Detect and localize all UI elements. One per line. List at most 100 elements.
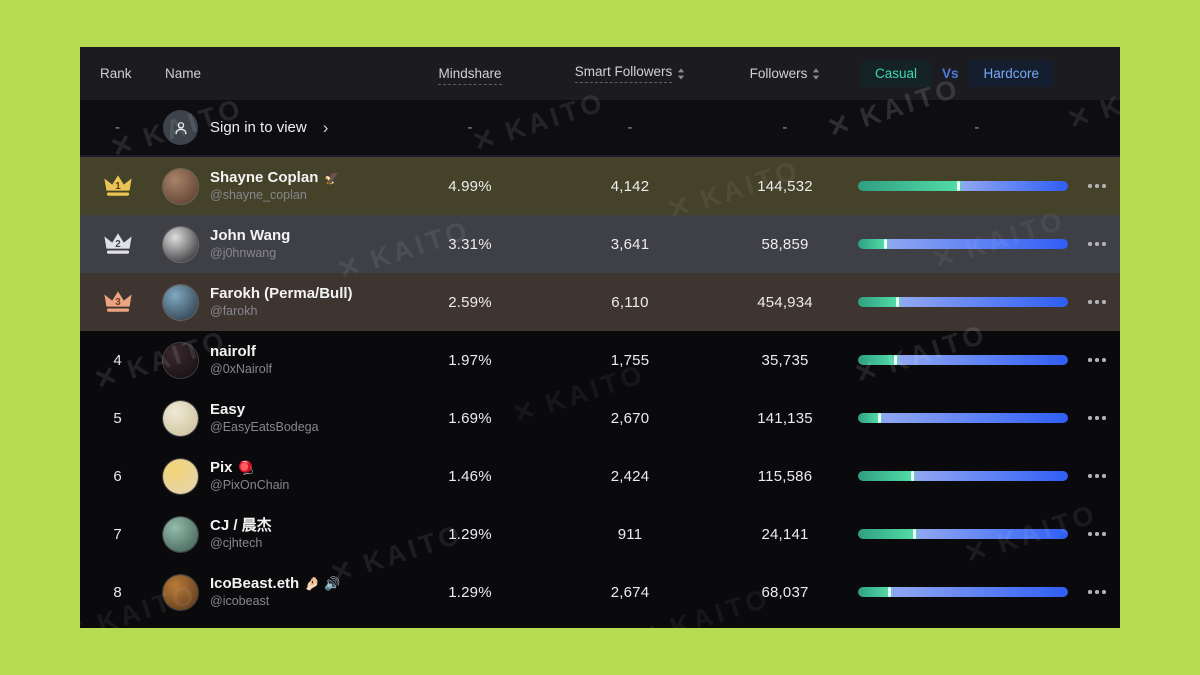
name-cell: John Wang @j0hnwang <box>155 226 400 262</box>
sort-icon[interactable] <box>677 68 685 80</box>
header-followers[interactable]: Followers <box>749 66 808 81</box>
row-menu-button[interactable] <box>1064 358 1120 362</box>
row-menu-button[interactable] <box>1064 416 1120 420</box>
svg-text:1: 1 <box>115 181 121 192</box>
followers-value: 141,135 <box>757 409 813 427</box>
row-menu-button[interactable] <box>1064 242 1120 246</box>
person-icon <box>174 121 187 134</box>
avatar[interactable] <box>163 342 198 378</box>
dot-icon <box>1088 242 1092 246</box>
header-mindshare[interactable]: Mindshare <box>438 66 502 85</box>
signin-bar-dash: - <box>974 119 980 136</box>
row-menu-button[interactable] <box>1064 532 1120 536</box>
casual-vs-hardcore-bar <box>850 587 1068 597</box>
rank-cell: 8 <box>80 584 155 601</box>
table-row[interactable]: 3 Farokh (Perma/Bull) @farokh 2.59% 6,11… <box>80 273 1120 331</box>
dot-icon <box>1102 532 1106 536</box>
signin-mindshare-dash: - <box>467 119 473 136</box>
rank-cell: 7 <box>80 526 155 543</box>
casual-vs-hardcore-bar <box>850 413 1068 423</box>
rank-number: 5 <box>113 409 122 427</box>
smart-followers-value: 2,670 <box>610 409 650 427</box>
display-name: Shayne Coplan 🦅 <box>210 168 340 186</box>
table-row[interactable]: 7 CJ / 晨杰 @cjhtech 1.29% 911 24,141 <box>80 505 1120 563</box>
header-name: Name <box>165 66 202 81</box>
rank-number: 8 <box>113 583 122 601</box>
table-body: 1 Shayne Coplan 🦅 @shayne_coplan 4.99% 4,… <box>80 157 1120 621</box>
display-name: John Wang <box>210 226 291 244</box>
signin-label[interactable]: Sign in to view <box>210 119 307 136</box>
dot-icon <box>1102 416 1106 420</box>
dot-icon <box>1088 300 1092 304</box>
dot-icon <box>1102 358 1106 362</box>
handle: @icobeast <box>210 594 270 609</box>
rank-number: 7 <box>113 525 122 543</box>
table-row[interactable]: 8 IcoBeast.eth 🤌🏻 🔊 @icobeast 1.29% 2,674… <box>80 563 1120 621</box>
smart-followers-value: 4,142 <box>610 177 650 195</box>
display-name: CJ / 晨杰 <box>210 516 272 534</box>
dot-icon <box>1095 474 1099 478</box>
casual-filter-button[interactable]: Casual <box>859 60 932 87</box>
name-cell: IcoBeast.eth 🤌🏻 🔊 @icobeast <box>155 574 400 610</box>
row-menu-button[interactable] <box>1064 300 1120 304</box>
avatar[interactable] <box>163 458 198 494</box>
smart-followers-value: 1,755 <box>610 351 650 369</box>
dot-icon <box>1095 358 1099 362</box>
row-menu-button[interactable] <box>1064 184 1120 188</box>
smart-followers-value: 3,641 <box>610 235 650 253</box>
avatar[interactable] <box>163 400 198 436</box>
table-row[interactable]: 4 nairolf @0xNairolf 1.97% 1,755 35,735 <box>80 331 1120 389</box>
display-name: Pix 🪀 <box>210 458 254 476</box>
handle: @cjhtech <box>210 536 263 551</box>
name-emoji: 🤌🏻 🔊 <box>304 575 341 591</box>
table-row[interactable]: 1 Shayne Coplan 🦅 @shayne_coplan 4.99% 4,… <box>80 157 1120 215</box>
name-emoji: 🪀 <box>237 459 254 475</box>
name-cell: Pix 🪀 @PixOnChain <box>155 458 400 494</box>
casual-vs-hardcore-bar <box>850 297 1068 307</box>
name-cell: Farokh (Perma/Bull) @farokh <box>155 284 400 320</box>
dot-icon <box>1088 184 1092 188</box>
signin-rank-dash: - <box>115 119 120 136</box>
dot-icon <box>1088 416 1092 420</box>
signin-user-icon[interactable] <box>163 110 198 145</box>
avatar[interactable] <box>163 168 198 204</box>
row-menu-button[interactable] <box>1064 474 1120 478</box>
crown-rank-3-icon: 3 <box>103 291 132 312</box>
mindshare-value: 1.97% <box>448 351 492 369</box>
bar-split-marker <box>888 587 891 597</box>
followers-value: 454,934 <box>757 293 813 311</box>
name-cell: Shayne Coplan 🦅 @shayne_coplan <box>155 168 400 204</box>
signin-row[interactable]: - Sign in to view › - - - - <box>80 100 1120 157</box>
avatar[interactable] <box>163 516 198 552</box>
dot-icon <box>1088 358 1092 362</box>
table-row[interactable]: 2 John Wang @j0hnwang 3.31% 3,641 58,859 <box>80 215 1120 273</box>
avatar[interactable] <box>163 226 198 262</box>
mindshare-value: 2.59% <box>448 293 492 311</box>
name-cell: Easy @EasyEatsBodega <box>155 400 400 436</box>
display-name: IcoBeast.eth 🤌🏻 🔊 <box>210 574 341 592</box>
mindshare-value: 1.46% <box>448 467 492 485</box>
header-rank: Rank <box>100 66 132 81</box>
table-row[interactable]: 6 Pix 🪀 @PixOnChain 1.46% 2,424 115,586 <box>80 447 1120 505</box>
bar-split-marker <box>894 355 898 365</box>
sort-icon[interactable] <box>812 68 820 80</box>
hardcore-filter-button[interactable]: Hardcore <box>968 60 1055 87</box>
row-menu-button[interactable] <box>1064 590 1120 594</box>
table-row[interactable]: 5 Easy @EasyEatsBodega 1.69% 2,670 141,1… <box>80 389 1120 447</box>
avatar[interactable] <box>163 574 198 610</box>
leaderboard-panel: Rank Name Mindshare Smart Followers Foll… <box>80 47 1120 628</box>
avatar[interactable] <box>163 284 198 320</box>
name-emoji: 🦅 <box>323 169 340 185</box>
dot-icon <box>1102 242 1106 246</box>
signin-smart-followers-dash: - <box>627 119 633 136</box>
smart-followers-value: 2,424 <box>610 467 650 485</box>
rank-number: 6 <box>113 467 122 485</box>
handle: @0xNairolf <box>210 362 273 377</box>
handle: @EasyEatsBodega <box>210 420 319 435</box>
rank-cell: 5 <box>80 410 155 427</box>
signin-followers-dash: - <box>782 119 788 136</box>
handle: @PixOnChain <box>210 478 290 493</box>
vs-label: Vs <box>941 66 959 81</box>
rank-cell: 1 <box>80 173 155 199</box>
header-smart-followers[interactable]: Smart Followers <box>574 64 673 83</box>
